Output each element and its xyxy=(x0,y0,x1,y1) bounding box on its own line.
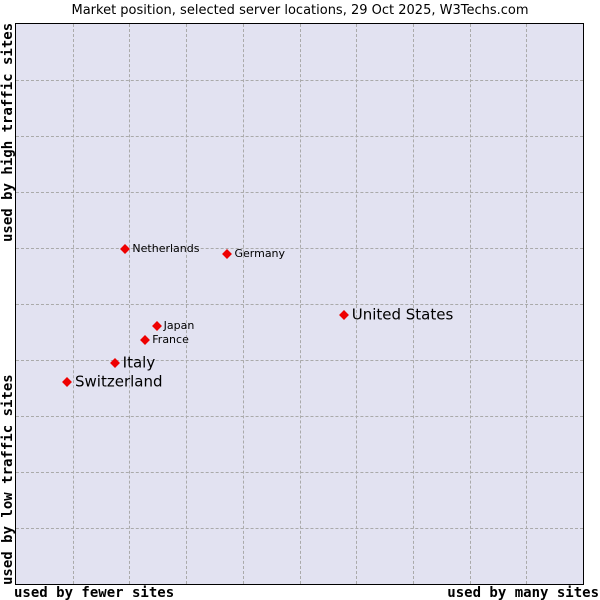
gridline-horizontal xyxy=(16,192,583,193)
x-axis-right-label: used by many sites xyxy=(447,585,599,600)
gridline-horizontal xyxy=(16,528,583,529)
data-point-label: France xyxy=(152,333,189,347)
gridline-horizontal xyxy=(16,416,583,417)
y-axis-bottom-label: used by low traffic sites xyxy=(0,374,16,585)
gridline-horizontal xyxy=(16,136,583,137)
diamond-marker-icon xyxy=(62,376,72,387)
data-point-label: Switzerland xyxy=(75,372,163,391)
data-point-label: Netherlands xyxy=(132,242,200,256)
diamond-marker-icon xyxy=(151,320,162,331)
diamond-marker-icon xyxy=(338,310,349,321)
diamond-marker-icon xyxy=(222,249,233,260)
gridline-horizontal xyxy=(16,80,583,81)
data-point-label: Japan xyxy=(163,319,195,333)
gridline-horizontal xyxy=(16,248,583,249)
data-point-label: Germany xyxy=(234,247,286,261)
chart-title: Market position, selected server locatio… xyxy=(71,3,529,18)
gridline-horizontal xyxy=(16,472,583,473)
x-axis-left-label: used by fewer sites xyxy=(14,585,175,600)
gridline-horizontal xyxy=(16,304,583,305)
data-point-label: Italy xyxy=(122,353,156,372)
plot-area: Netherlands Germany United States Japan Fran… xyxy=(15,23,584,585)
diamond-marker-icon xyxy=(140,334,151,345)
data-point-label: United States xyxy=(351,305,454,324)
y-axis-top-label: used by high traffic sites xyxy=(0,22,16,242)
gridline-horizontal xyxy=(16,360,583,361)
